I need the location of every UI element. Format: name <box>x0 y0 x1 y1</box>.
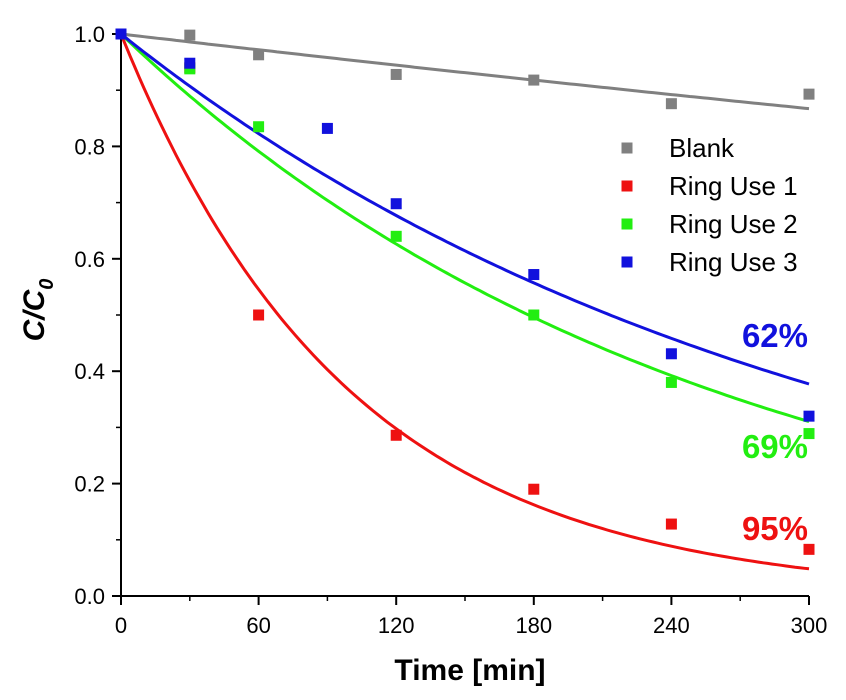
data-point-ring-use-1 <box>803 543 815 555</box>
data-point-blank <box>390 68 402 80</box>
legend-marker <box>621 218 633 230</box>
data-point-ring-use-1 <box>390 429 402 441</box>
data-point-ring-use-2 <box>253 121 265 133</box>
legend-label: Ring Use 3 <box>669 247 798 277</box>
data-point-ring-use-2 <box>665 376 677 388</box>
data-point-ring-use-3 <box>321 122 333 134</box>
y-axis-title: C/C0 <box>18 279 58 342</box>
legend-marker <box>621 256 633 268</box>
data-point-blank <box>665 98 677 110</box>
axis-ticks: 0 60 120 180 240 300 0.0 0.2 0.4 0.6 0.8 1.0 <box>74 22 827 638</box>
y-tick-label: 0.4 <box>74 359 105 384</box>
data-point-blank <box>528 74 540 86</box>
y-axis-title-main: C/C <box>18 288 51 341</box>
plot-frame <box>120 34 809 597</box>
data-point-ring-use-2 <box>803 428 815 440</box>
data-point-ring-use-3 <box>184 57 196 69</box>
x-axis-title: Time [min] <box>394 654 545 687</box>
legend-marker <box>621 180 633 192</box>
data-point-ring-use-2 <box>528 309 540 321</box>
data-points <box>115 28 815 555</box>
data-point-ring-use-3 <box>390 198 402 210</box>
y-tick-label: 0.6 <box>74 247 105 272</box>
data-point-ring-use-3 <box>803 410 815 422</box>
legend-label: Blank <box>669 133 735 163</box>
x-tick-label: 60 <box>246 613 270 638</box>
x-tick-label: 300 <box>791 613 828 638</box>
x-tick-label: 120 <box>378 613 415 638</box>
fit-curve-ring-use-1 <box>119 33 810 571</box>
data-point-ring-use-3 <box>665 348 677 360</box>
fit-curve-ring-use-2 <box>119 32 810 424</box>
y-tick-label: 1.0 <box>74 22 105 47</box>
legend-label: Ring Use 1 <box>669 171 798 201</box>
data-point-ring-use-2 <box>184 63 196 75</box>
fit-curves <box>119 32 810 571</box>
data-point-ring-use-2 <box>390 230 402 242</box>
x-tick-label: 240 <box>653 613 690 638</box>
data-point-blank <box>803 88 815 100</box>
y-tick-label: 0.0 <box>74 584 105 609</box>
x-tick-label: 0 <box>115 613 127 638</box>
legend: Blank Ring Use 1 Ring Use 2 Ring Use 3 <box>621 133 798 277</box>
data-point-ring-use-1 <box>665 518 677 530</box>
percent-annotation: 95% <box>742 510 808 547</box>
data-point-ring-use-3 <box>528 269 540 281</box>
data-point-ring-use-3 <box>115 28 127 40</box>
percent-annotation: 69% <box>742 428 808 465</box>
fit-curve-ring-use-3 <box>120 32 810 386</box>
x-tick-label: 180 <box>515 613 552 638</box>
legend-label: Ring Use 2 <box>669 209 798 239</box>
y-tick-label: 0.2 <box>74 472 105 497</box>
y-tick-label: 0.8 <box>74 134 105 159</box>
data-point-blank <box>253 49 265 61</box>
legend-marker <box>621 142 633 154</box>
fit-curve-blank <box>120 32 810 111</box>
y-axis-title-subscript: 0 <box>36 279 58 290</box>
data-point-blank <box>184 29 196 41</box>
percent-annotations: 62% 69% 95% <box>742 317 808 547</box>
data-point-ring-use-1 <box>253 309 265 321</box>
percent-annotation: 62% <box>742 317 808 354</box>
data-point-ring-use-1 <box>528 483 540 495</box>
